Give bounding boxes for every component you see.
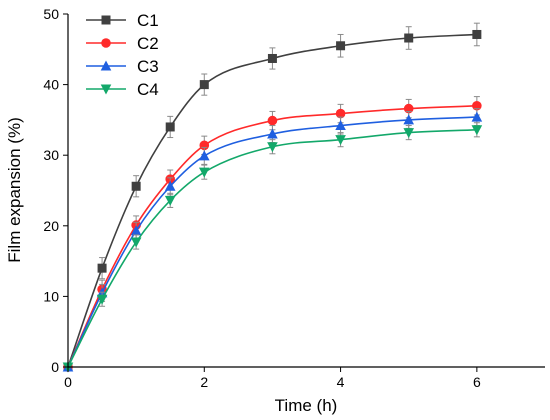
data-point [471, 111, 483, 122]
legend-label: C4 [137, 80, 159, 99]
series-C3 [62, 108, 483, 372]
data-point [198, 150, 210, 161]
legend-item: C1 [86, 11, 159, 30]
plot-area: 0 2 4 6 0 10 20 30 40 50 [43, 6, 545, 390]
y-tick-label: 0 [51, 359, 59, 375]
y-tick-label: 40 [43, 77, 59, 93]
data-point [199, 80, 209, 90]
data-point [164, 180, 176, 191]
data-point [404, 33, 414, 43]
x-ticks: 0 2 4 6 [64, 367, 481, 390]
data-point [335, 108, 346, 119]
x-tick-label: 0 [64, 374, 72, 390]
data-point [267, 128, 278, 139]
legend-marker [101, 15, 111, 25]
data-point [96, 294, 108, 305]
data-point [165, 122, 175, 132]
data-point [471, 125, 483, 136]
data-point [403, 114, 415, 125]
x-tick-label: 4 [337, 374, 345, 390]
data-point [130, 237, 142, 248]
data-point [131, 181, 141, 191]
y-axis-label: Film expansion (%) [5, 117, 24, 263]
data-point [472, 29, 482, 39]
legend-label: C2 [137, 34, 159, 53]
y-tick-label: 50 [43, 6, 59, 22]
x-axis-label: Time (h) [275, 396, 338, 415]
data-point [267, 115, 278, 126]
data-point [267, 142, 278, 153]
series-line [67, 128, 477, 368]
x-tick-label: 6 [473, 374, 481, 390]
data-point [130, 225, 142, 236]
legend-item: C2 [86, 34, 159, 53]
x-tick-label: 2 [200, 374, 208, 390]
legend-label: C3 [137, 57, 159, 76]
series-line [67, 33, 477, 368]
data-point [198, 167, 210, 178]
data-point [403, 128, 415, 139]
data-point [336, 41, 346, 51]
y-tick-label: 30 [43, 147, 59, 163]
legend-marker [101, 38, 111, 48]
data-point [335, 120, 346, 131]
series-C1 [63, 22, 482, 372]
data-point [267, 53, 277, 63]
data-point [164, 195, 176, 206]
y-ticks: 0 10 20 30 40 50 [43, 6, 68, 375]
legend-item: C3 [86, 57, 159, 76]
legend-item: C4 [86, 80, 159, 99]
series-line [67, 116, 477, 368]
data-point [97, 263, 107, 273]
legend-label: C1 [137, 11, 159, 30]
legend-marker [100, 84, 112, 95]
y-tick-label: 20 [43, 218, 59, 234]
legend-marker [100, 60, 112, 71]
data-point [335, 135, 346, 146]
y-tick-label: 10 [43, 288, 59, 304]
legend: C1 C2 C3 C4 [86, 11, 159, 99]
series-layer [62, 22, 483, 373]
